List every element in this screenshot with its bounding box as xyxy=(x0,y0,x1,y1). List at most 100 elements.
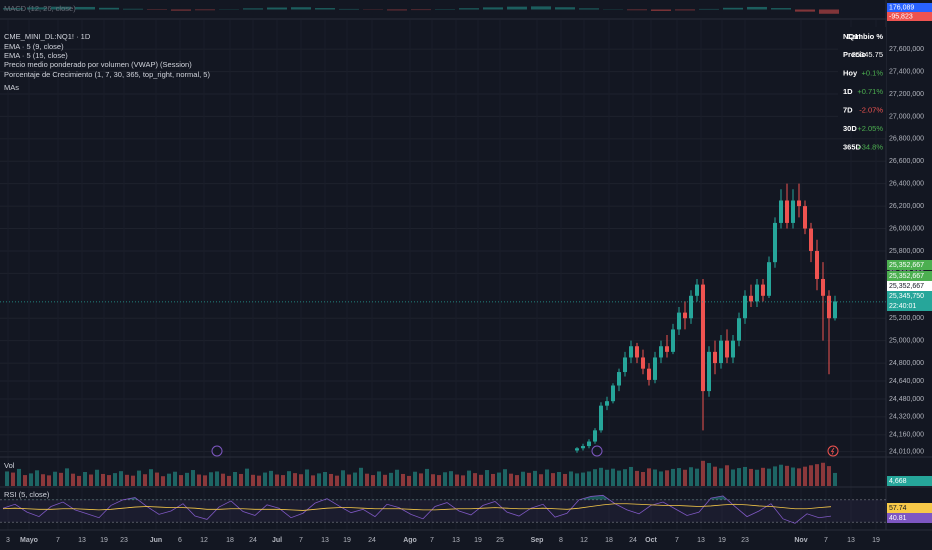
x-tick-label: 19 xyxy=(718,537,726,544)
volume-bar xyxy=(149,469,153,486)
candle-body xyxy=(725,340,729,358)
price-label: 25,352,667 xyxy=(889,283,924,290)
volume-bar xyxy=(779,464,783,486)
y-tick-label: 26,800,000 xyxy=(889,136,924,143)
candle-body xyxy=(809,228,813,251)
event-icon[interactable] xyxy=(211,445,223,457)
x-tick-label: 18 xyxy=(605,537,613,544)
rsi-label-bg xyxy=(887,513,932,523)
x-tick-label: Oct xyxy=(645,537,657,544)
x-tick-label: 13 xyxy=(697,537,705,544)
candle-body xyxy=(653,357,657,380)
volume-bar xyxy=(635,470,639,486)
signal-label: -95,823 xyxy=(889,13,913,20)
x-tick-label: 8 xyxy=(559,537,563,544)
macd-histogram-bar xyxy=(627,9,647,11)
macd-histogram-bar xyxy=(3,8,23,10)
macd-histogram-bar xyxy=(75,6,95,10)
volume-bar xyxy=(569,471,573,486)
volume-bar xyxy=(659,471,663,486)
candle-body xyxy=(623,357,627,373)
candle-body xyxy=(587,441,591,447)
macd-histogram-bar xyxy=(411,9,431,11)
x-tick-label: 12 xyxy=(200,537,208,544)
x-tick-label: Mayo xyxy=(20,537,38,544)
y-tick-label: 27,200,000 xyxy=(889,91,924,98)
volume-bar xyxy=(287,471,291,486)
table-cell: 25345.75 xyxy=(852,50,883,59)
macd-histogram-bar xyxy=(771,8,791,10)
table-cell: +0.1% xyxy=(862,68,884,77)
macd-histogram-bar xyxy=(315,8,335,10)
candle-body xyxy=(665,346,669,352)
volume-bar xyxy=(701,460,705,486)
candle-body xyxy=(647,368,651,380)
macd-histogram-bar xyxy=(99,7,119,10)
x-tick-label: Nov xyxy=(794,537,807,544)
macd-histogram-bar xyxy=(723,7,743,10)
volume-bar xyxy=(551,473,555,486)
x-tick-label: 19 xyxy=(100,537,108,544)
volume-bar xyxy=(125,474,129,486)
volume-bar xyxy=(443,472,447,486)
price-label-bg xyxy=(887,260,932,270)
volume-bar xyxy=(455,474,459,486)
candle-body xyxy=(743,295,747,319)
macd-label: 176,089 xyxy=(889,4,914,11)
rsi-line xyxy=(2,494,832,524)
volume-label-bg xyxy=(887,476,932,486)
x-tick-label: 13 xyxy=(321,537,329,544)
y-tick-label: 25,800,000 xyxy=(889,248,924,255)
indicator: EMA · 5 (9, close) xyxy=(4,42,64,51)
symbol: CME_MINI_DL:NQ1! · 1D xyxy=(4,32,91,41)
volume-bar xyxy=(359,467,363,486)
candle-body xyxy=(671,329,675,352)
x-tick-label: Sep xyxy=(531,537,544,544)
volume-bar xyxy=(449,471,453,486)
y-tick-label: 24,640,000 xyxy=(889,378,924,385)
candle-body xyxy=(755,284,759,302)
macd-histogram-bar xyxy=(795,9,815,12)
volume-bar xyxy=(653,469,657,486)
indicator: Porcentaje de Crecimiento (1, 7, 30, 365… xyxy=(4,70,210,79)
volume-bar xyxy=(41,474,45,486)
candle-body xyxy=(581,446,585,449)
volume-bar xyxy=(467,470,471,486)
macd-histogram-bar xyxy=(675,9,695,11)
candle-body xyxy=(791,200,795,223)
x-tick-label: 23 xyxy=(741,537,749,544)
volume-bar xyxy=(107,475,111,486)
volume-bar xyxy=(599,467,603,486)
x-tick-label: 25 xyxy=(496,537,504,544)
volume-bar xyxy=(527,472,531,486)
volume-bar xyxy=(677,468,681,486)
volume-bar xyxy=(401,473,405,486)
grid xyxy=(0,20,886,530)
volume-bar xyxy=(683,469,687,486)
volume-bar xyxy=(833,472,837,486)
volume-bar xyxy=(767,468,771,486)
rsi-title: RSI (5, close) xyxy=(4,490,50,499)
volume-bar xyxy=(689,467,693,486)
volume-bar xyxy=(809,465,813,486)
volume-bar xyxy=(227,475,231,486)
volume-bar xyxy=(785,465,789,486)
candle-body xyxy=(761,284,765,296)
event-icon[interactable] xyxy=(827,445,839,457)
legend: MACD (12, 26, close) CME_MINI_DL:NQ1! · … xyxy=(4,4,210,499)
macd-histogram-bar xyxy=(267,7,287,10)
volume-bar xyxy=(515,475,519,486)
macd-histogram-bar xyxy=(651,9,671,11)
y-tick-label: 26,200,000 xyxy=(889,203,924,210)
volume-bar xyxy=(173,471,177,486)
volume-bar xyxy=(665,470,669,486)
volume-bar xyxy=(59,472,63,486)
candle-body xyxy=(629,346,633,358)
price-label-bg xyxy=(887,271,932,281)
volume-bar xyxy=(53,471,57,486)
candle-body xyxy=(593,430,597,442)
x-tick-label: 13 xyxy=(847,537,855,544)
volume-bar xyxy=(101,473,105,486)
volume-bar xyxy=(533,470,537,486)
event-icon[interactable] xyxy=(591,445,603,457)
